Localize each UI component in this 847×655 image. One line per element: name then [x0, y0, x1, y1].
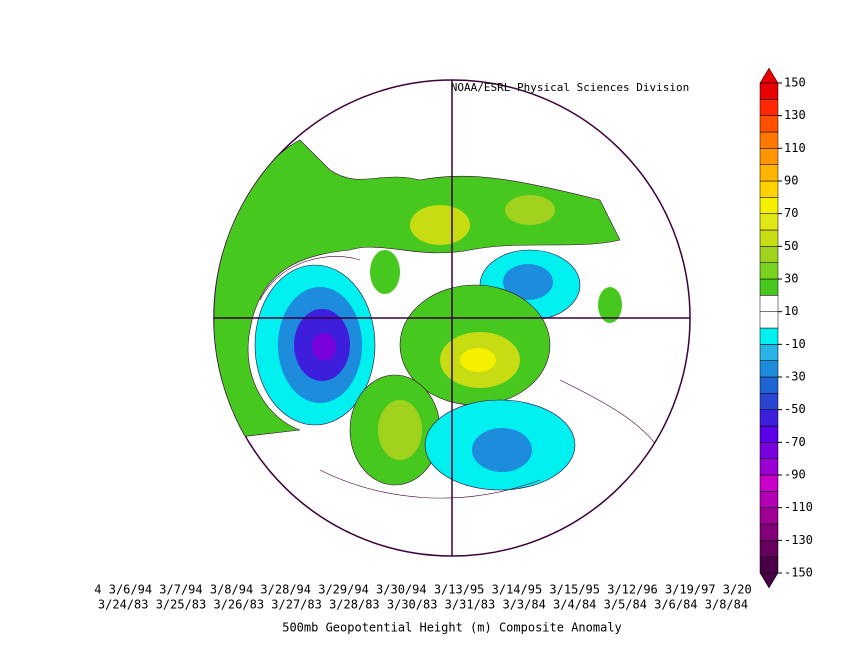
- color-bin: [759, 148, 779, 165]
- color-bin: [759, 376, 779, 394]
- color-bin: [759, 164, 779, 182]
- tick-label: 50: [784, 239, 798, 253]
- color-bin: [759, 278, 779, 296]
- color-bin: [759, 491, 779, 508]
- tick-label: 110: [784, 141, 806, 155]
- color-bin: [759, 197, 779, 214]
- color-bin: [759, 474, 779, 492]
- color-bin: [759, 442, 779, 459]
- color-bin: [759, 115, 779, 133]
- color-bin: [759, 131, 779, 149]
- color-bin: [759, 393, 779, 410]
- map-title: 500mb Geopotential Height (m) Composite …: [282, 621, 622, 635]
- color-bin: [759, 344, 779, 361]
- bottom-arrow: [759, 572, 779, 589]
- color-bin: [759, 311, 779, 329]
- color-bin: [759, 295, 779, 312]
- color-bin: [759, 409, 779, 427]
- tick-label: -70: [784, 435, 806, 449]
- tick-label: 30: [784, 272, 798, 286]
- color-bin: [759, 523, 779, 541]
- color-bin: [759, 327, 779, 345]
- color-bin: [759, 540, 779, 557]
- color-bin: [759, 262, 779, 280]
- tick-label: -130: [784, 533, 813, 547]
- tick-label: 10: [784, 304, 798, 318]
- color-bin: [759, 82, 779, 100]
- tick-label: -50: [784, 402, 806, 416]
- tick-label: -30: [784, 370, 806, 384]
- color-bin: [759, 458, 779, 476]
- tick-label: 150: [784, 76, 806, 90]
- color-bin: [759, 213, 779, 231]
- tick-label: 70: [784, 206, 798, 220]
- color-bin: [759, 556, 779, 574]
- map: [213, 79, 691, 557]
- tick-label: -110: [784, 500, 813, 514]
- tick-label: 90: [784, 174, 798, 188]
- top-arrow: [759, 67, 779, 84]
- tick-label: 130: [784, 108, 806, 122]
- credit: NOAA/ESRL Physical Sciences Division: [451, 81, 689, 94]
- color-bin: [759, 99, 779, 116]
- color-bin: [759, 507, 779, 525]
- color-bin: [759, 246, 779, 263]
- colorbar: 150 130 110 90 70 50 30 10 -10 -30 -50 -70 -90 -110 -1…: [759, 67, 813, 589]
- color-bin: [759, 180, 779, 198]
- color-bin: [759, 229, 779, 247]
- tick-label: -150: [784, 566, 813, 580]
- tick-label: -90: [784, 468, 806, 482]
- tick-label: -10: [784, 337, 806, 351]
- color-bin: [759, 360, 779, 378]
- dates-line: 4 3/6/94 3/7/94 3/8/94 3/28/94 3/29/94 3…: [94, 583, 751, 597]
- color-bin: [759, 425, 779, 443]
- dates-line: 3/24/83 3/25/83 3/26/83 3/27/83 3/28/83 …: [98, 598, 748, 612]
